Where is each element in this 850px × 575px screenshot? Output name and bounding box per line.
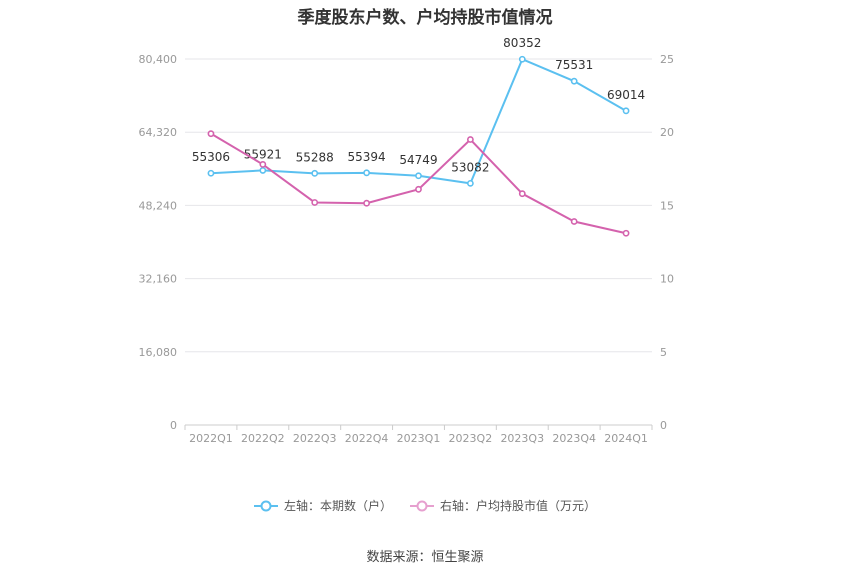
legend-label: 左轴：本期数（户） [283, 499, 392, 513]
left-tick-label: 80,400 [139, 53, 178, 66]
data-label: 55921 [244, 147, 282, 161]
x-tick-label: 2023Q2 [449, 432, 493, 445]
legend-marker-icon [253, 500, 278, 511]
x-tick-label: 2022Q4 [345, 432, 389, 445]
data-point [518, 55, 526, 63]
data-label: 69014 [607, 88, 645, 102]
data-point [622, 229, 630, 237]
x-tick-label: 2022Q2 [241, 432, 285, 445]
right-tick-label: 10 [660, 273, 674, 286]
data-point [207, 169, 215, 177]
left-tick-label: 64,320 [139, 126, 178, 139]
right-tick-label: 0 [660, 419, 667, 432]
data-point [466, 136, 474, 143]
data-point [570, 77, 578, 85]
data-label: 75531 [555, 58, 593, 72]
left-tick-label: 0 [170, 419, 177, 432]
right-tick-label: 25 [660, 53, 674, 66]
data-label: 55306 [192, 150, 230, 164]
data-point [518, 190, 526, 198]
data-point [259, 167, 267, 174]
right-tick-label: 20 [660, 126, 674, 139]
left-tick-label: 48,240 [139, 199, 178, 212]
legend-item-left[interactable]: 左轴：本期数（户） [253, 497, 392, 514]
data-point [207, 130, 215, 138]
source-note: 数据来源：恒生聚源 [366, 550, 484, 565]
x-tick-label: 2022Q3 [293, 432, 337, 445]
data-point [466, 179, 474, 187]
x-tick-label: 2024Q1 [604, 432, 648, 445]
data-point [363, 169, 371, 177]
x-tick-label: 2022Q1 [189, 432, 233, 445]
legend-label: 右轴：户均持股市值（万元） [440, 499, 597, 513]
data-point [311, 169, 319, 177]
data-label: 54749 [399, 153, 437, 167]
data-point [259, 161, 267, 168]
x-tick-label: 2023Q3 [500, 432, 544, 445]
data-label: 55288 [296, 150, 334, 164]
right-tick-label: 5 [660, 346, 667, 359]
chart-title: 季度股东户数、户均持股市值情况 [297, 8, 553, 28]
data-point [415, 172, 422, 180]
data-point [570, 218, 578, 225]
x-tick-label: 2023Q4 [552, 432, 596, 445]
left-tick-label: 32,160 [139, 273, 178, 286]
data-label: 80352 [503, 36, 541, 50]
legend-marker-icon [410, 500, 434, 511]
data-point [622, 107, 630, 115]
data-label: 55394 [348, 150, 386, 164]
legend-item-right[interactable]: 右轴：户均持股市值（万元） [410, 497, 596, 514]
left-tick-label: 16,080 [139, 346, 178, 359]
data-label: 53082 [451, 160, 489, 174]
x-tick-label: 2023Q1 [397, 432, 441, 445]
data-point [363, 199, 371, 207]
right-tick-label: 15 [660, 199, 674, 212]
legend: 左轴：本期数（户） 右轴：户均持股市值（万元） [0, 497, 850, 514]
data-point [415, 185, 422, 193]
data-point [311, 199, 319, 206]
